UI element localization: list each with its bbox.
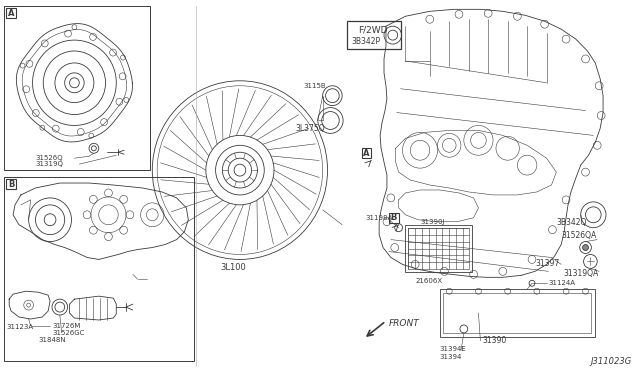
Text: 31526QA: 31526QA (561, 231, 596, 240)
Text: 31390J: 31390J (420, 219, 445, 225)
Text: A: A (364, 149, 370, 158)
Text: 31397: 31397 (535, 259, 559, 268)
Bar (389, 213, 399, 223)
Bar (362, 148, 371, 158)
Bar (6, 8, 16, 18)
Bar (444, 293, 591, 333)
Text: 31526Q: 31526Q (35, 155, 63, 161)
Text: B: B (8, 180, 14, 189)
Text: 3B342Q: 3B342Q (556, 218, 587, 227)
Text: 31394: 31394 (440, 354, 462, 360)
Text: 31319QA: 31319QA (563, 269, 598, 278)
Bar (6, 179, 16, 189)
Text: 31726M: 31726M (52, 323, 81, 329)
Text: 3L375Q: 3L375Q (296, 124, 325, 133)
Text: 31848N: 31848N (38, 337, 66, 343)
Bar (4, 177, 194, 361)
Bar (440, 289, 595, 337)
Text: B: B (390, 213, 397, 222)
Text: 31123A: 31123A (6, 324, 33, 330)
Text: 31198A: 31198A (365, 215, 393, 221)
Bar (408, 228, 468, 269)
Text: 31526GC: 31526GC (52, 330, 84, 336)
Text: 31319Q: 31319Q (35, 161, 63, 167)
Bar (405, 225, 472, 272)
Text: J311023G: J311023G (591, 357, 632, 366)
Text: 3B342P: 3B342P (352, 36, 381, 46)
Text: 31390: 31390 (483, 336, 507, 345)
Text: A: A (8, 9, 14, 18)
Circle shape (582, 244, 588, 250)
Text: FRONT: FRONT (389, 320, 420, 328)
Text: 31394E: 31394E (440, 346, 467, 352)
Text: 3L100: 3L100 (220, 263, 246, 272)
Bar (347, 21, 401, 49)
Text: 3115B: 3115B (303, 83, 326, 89)
Text: 21606X: 21606X (415, 278, 442, 284)
Text: 31124A: 31124A (548, 280, 575, 286)
Text: F/2WD: F/2WD (358, 26, 388, 35)
Bar (4, 6, 150, 170)
